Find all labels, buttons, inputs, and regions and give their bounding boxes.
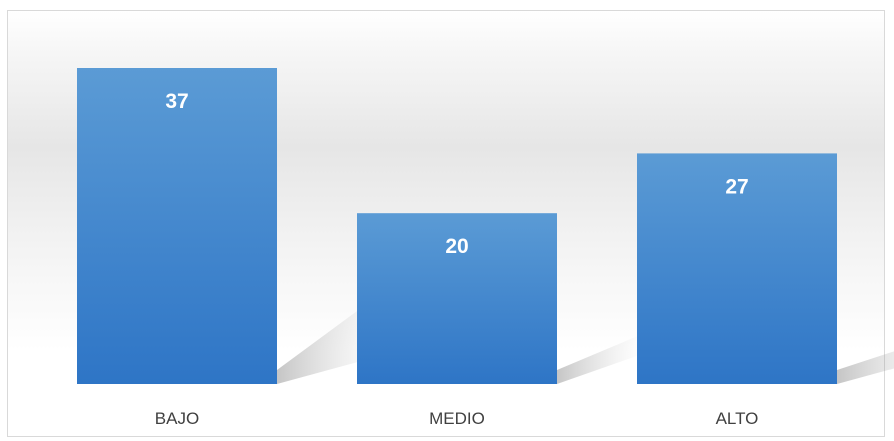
category-label-bajo: BAJO (155, 409, 199, 428)
bar-shadow-medio (557, 334, 643, 384)
bar-medio (357, 213, 557, 384)
bar-bajo (77, 68, 277, 384)
bar-shadow-alto (837, 351, 894, 384)
data-label-medio: 20 (445, 235, 468, 258)
data-label-bajo: 37 (165, 90, 188, 113)
category-label-medio: MEDIO (429, 409, 485, 428)
data-label-alto: 27 (725, 175, 748, 198)
category-label-alto: ALTO (716, 409, 759, 428)
bar-alto (637, 153, 837, 384)
